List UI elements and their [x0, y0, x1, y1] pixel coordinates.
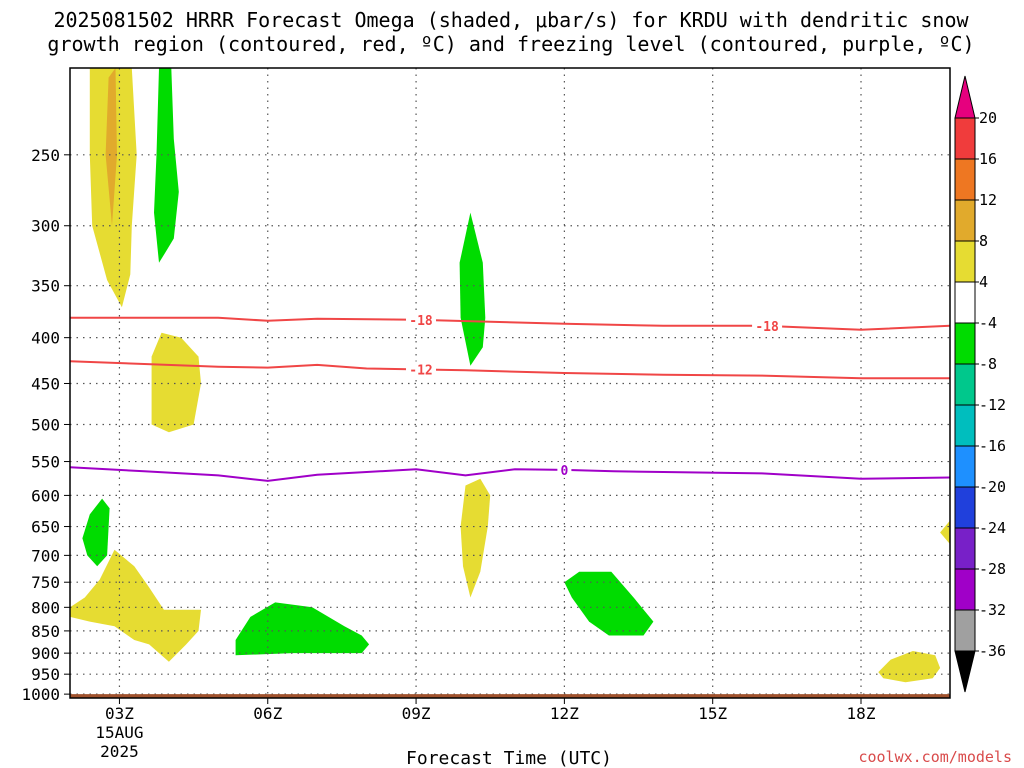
colorbar-segment-13	[954, 609, 976, 652]
colorbar-segment-1	[954, 117, 976, 160]
plot-background	[70, 68, 950, 698]
y-tick-label-650: 650	[31, 518, 60, 537]
temperature-contours: -18 -18 -12 0	[70, 311, 950, 482]
y-tick-label-550: 550	[31, 453, 60, 472]
chart-title-line2: growth region (contoured, red, ºC) and f…	[47, 32, 974, 56]
colorbar-label-2: 12	[979, 191, 997, 209]
omega-region-low-rising-1	[70, 549, 201, 662]
y-tick-label-1000: 1000	[21, 685, 60, 704]
x-tick-label-15Z: 15Z	[698, 704, 727, 723]
isotherm-label-bg-minus-12	[406, 361, 437, 378]
isotherm-freezing-level	[70, 466, 950, 482]
colorbar-label-8: -16	[979, 437, 1006, 455]
colorbar-top-triangle	[954, 75, 976, 119]
colorbar-segment-10	[954, 486, 976, 529]
omega-region-low-sinking-1	[82, 498, 110, 567]
colorbar-label-6: -8	[979, 355, 997, 373]
omega-region-mid-rising-1	[151, 332, 201, 433]
credit-link[interactable]: coolwx.com/models	[858, 748, 1012, 766]
colorbar-label-10: -24	[979, 519, 1006, 537]
colorbar-segment-5	[954, 281, 976, 324]
isotherm-label-minus-18: -18	[755, 320, 779, 335]
omega-colorbar: 20 16 12 8 4 -4 -8 -12 -16 -20 -24 -28 -32 -36	[954, 75, 1006, 693]
y-tick-label-800: 800	[31, 598, 60, 617]
x-tick-sublabel-year: 2025	[100, 742, 139, 761]
y-tick-label-250: 250	[31, 146, 60, 165]
colorbar-bottom-triangle	[954, 650, 976, 693]
isotherm-label-bg-minus-18	[752, 318, 783, 335]
colorbar-label-1: 16	[979, 150, 997, 168]
omega-region-upper-rising-1-core	[105, 68, 117, 226]
colorbar-segment-7	[954, 363, 976, 406]
grid	[70, 68, 950, 698]
omega-region-mid-rising-2	[460, 478, 491, 598]
isotherm-label-bg-freezing-level	[557, 461, 572, 478]
omega-region-low-sinking-2	[235, 602, 370, 656]
colorbar-segment-4	[954, 240, 976, 283]
y-tick-label-850: 850	[31, 622, 60, 641]
colorbar-segment-2	[954, 158, 976, 201]
ground-below-surface	[70, 694, 950, 698]
omega-region-upper-sinking-2	[459, 212, 486, 366]
x-tick-label-03Z: 03Z	[105, 704, 134, 723]
omega-region-low-rising-4	[878, 651, 941, 683]
colorbar-label-12: -32	[979, 601, 1006, 619]
x-tick-label-06Z: 06Z	[253, 704, 282, 723]
colorbar-label-13: -36	[979, 642, 1006, 660]
y-tick-label-350: 350	[31, 277, 60, 296]
colorbar-label-0: 20	[979, 109, 997, 127]
colorbar-segment-3	[954, 199, 976, 242]
colorbar-label-9: -20	[979, 478, 1006, 496]
colorbar-segment-12	[954, 568, 976, 611]
omega-shading	[70, 68, 950, 683]
x-tick-label-18Z: 18Z	[847, 704, 876, 723]
omega-region-low-sinking-3	[564, 571, 654, 636]
pressure-axis: 250 300 350 400 450 500 550 600 650 700 750 800 850 9…	[21, 146, 70, 704]
y-tick-label-600: 600	[31, 486, 60, 505]
y-tick-label-500: 500	[31, 415, 60, 434]
colorbar-label-7: -12	[979, 396, 1006, 414]
y-tick-label-300: 300	[31, 217, 60, 236]
colorbar-label-5: -4	[979, 314, 997, 332]
omega-region-upper-sinking-1	[154, 68, 179, 263]
y-tick-label-400: 400	[31, 329, 60, 348]
colorbar-label-3: 8	[979, 232, 988, 250]
y-tick-label-450: 450	[31, 374, 60, 393]
colorbar-segment-6	[954, 322, 976, 365]
x-axis-label: Forecast Time (UTC)	[406, 748, 612, 768]
colorbar-segment-11	[954, 527, 976, 570]
y-tick-label-950: 950	[31, 665, 60, 684]
isotherm-label-freezing-level: 0	[560, 464, 568, 479]
y-tick-label-900: 900	[31, 644, 60, 663]
y-tick-label-700: 700	[31, 546, 60, 565]
isotherm-label-minus-12: -12	[409, 363, 432, 378]
x-tick-label-09Z: 09Z	[402, 704, 431, 723]
y-tick-label-750: 750	[31, 573, 60, 592]
isotherm-label-bg-minus-18	[406, 311, 437, 328]
x-tick-sublabel-date: 15AUG	[95, 723, 143, 742]
colorbar-segment-9	[954, 445, 976, 488]
x-tick-label-12Z: 12Z	[550, 704, 579, 723]
colorbar-segment-8	[954, 404, 976, 447]
chart-title-line1: 2025081502 HRRR Forecast Omega (shaded, …	[53, 8, 969, 32]
colorbar-label-4: 4	[979, 273, 988, 291]
isotherm-label-minus-18: -18	[409, 314, 433, 329]
plot-area: -18 -18 -12 0	[70, 68, 950, 698]
colorbar-label-11: -28	[979, 560, 1006, 578]
